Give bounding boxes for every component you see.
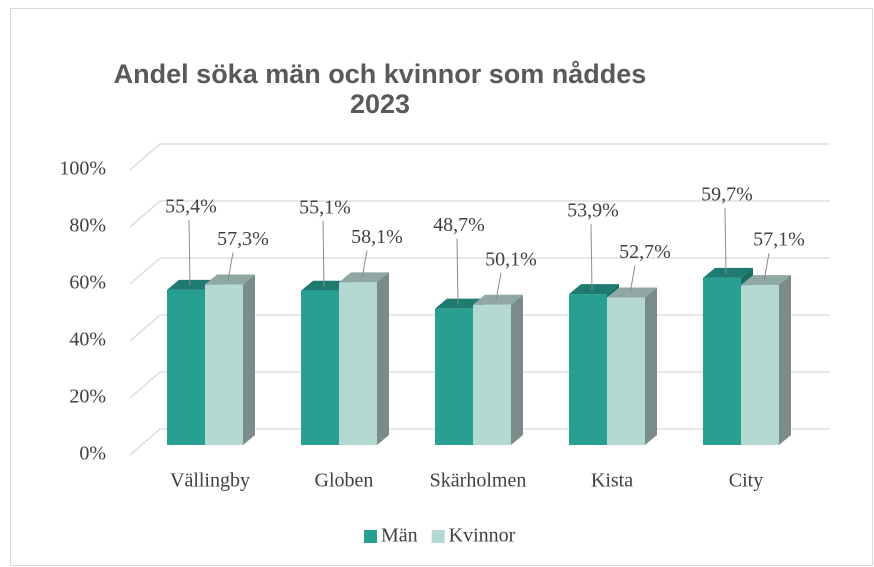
leader-line [590,224,593,291]
grid-line [129,257,830,285]
legend-swatch [364,530,377,543]
bar [607,297,645,445]
data-label: 57,3% [217,228,269,250]
bar-side [779,275,791,445]
bar [473,304,511,445]
bar-side [243,274,255,445]
leader-line [188,219,191,286]
legend-swatch [431,530,445,543]
y-tick-label: 60% [69,272,106,294]
x-tick-label: City [729,470,763,492]
data-label: 55,4% [165,195,217,217]
leader-line [629,265,636,294]
bar-top [205,274,255,285]
bar-top [607,287,657,298]
bar [339,282,377,445]
data-label: 58,1% [351,226,403,248]
leader-line [322,220,325,287]
data-label: 55,1% [299,196,351,218]
leader-line [763,253,770,282]
x-tick-label: Globen [315,470,374,492]
bar-side [511,294,523,445]
y-tick-label: 40% [69,329,106,351]
bar [435,308,473,445]
bar-top [703,267,753,278]
leader-line [227,252,234,281]
bar-top [167,279,217,290]
grid-line [129,200,830,228]
bar-top [301,280,351,291]
bar-side [377,272,389,445]
leader-line [724,207,727,274]
legend-label: Kvinnor [449,525,516,547]
bar-side [645,287,657,445]
bar [167,289,205,445]
y-tick-label: 0% [79,443,106,465]
leader-line [361,250,368,279]
bar-top [569,284,619,295]
bar [205,284,243,445]
bar-top [339,272,389,283]
chart-title: Andel söka män och kvinnor som nåddes [114,59,647,89]
bar [301,290,339,445]
bar-top [435,298,485,309]
leader-line [495,272,502,301]
x-tick-label: Vällingby [170,470,250,492]
grid-line [129,143,830,171]
data-label: 50,1% [485,248,537,270]
data-label: 52,7% [619,241,671,263]
bar-top [473,294,523,305]
data-label: 59,7% [701,183,753,205]
y-tick-label: 20% [69,386,106,408]
data-label: 48,7% [433,214,485,236]
bar-top [741,275,791,286]
x-tick-label: Skärholmen [430,470,527,492]
legend-label: Män [381,525,418,547]
chart-title: 2023 [350,89,410,119]
data-label: 57,1% [753,229,805,251]
data-label: 53,9% [567,200,619,222]
y-tick-label: 100% [59,158,106,180]
bar [741,285,779,445]
leader-line [456,238,459,305]
bar [569,294,607,445]
x-tick-label: Kista [591,470,633,492]
y-tick-label: 80% [69,215,106,237]
bar [703,277,741,445]
